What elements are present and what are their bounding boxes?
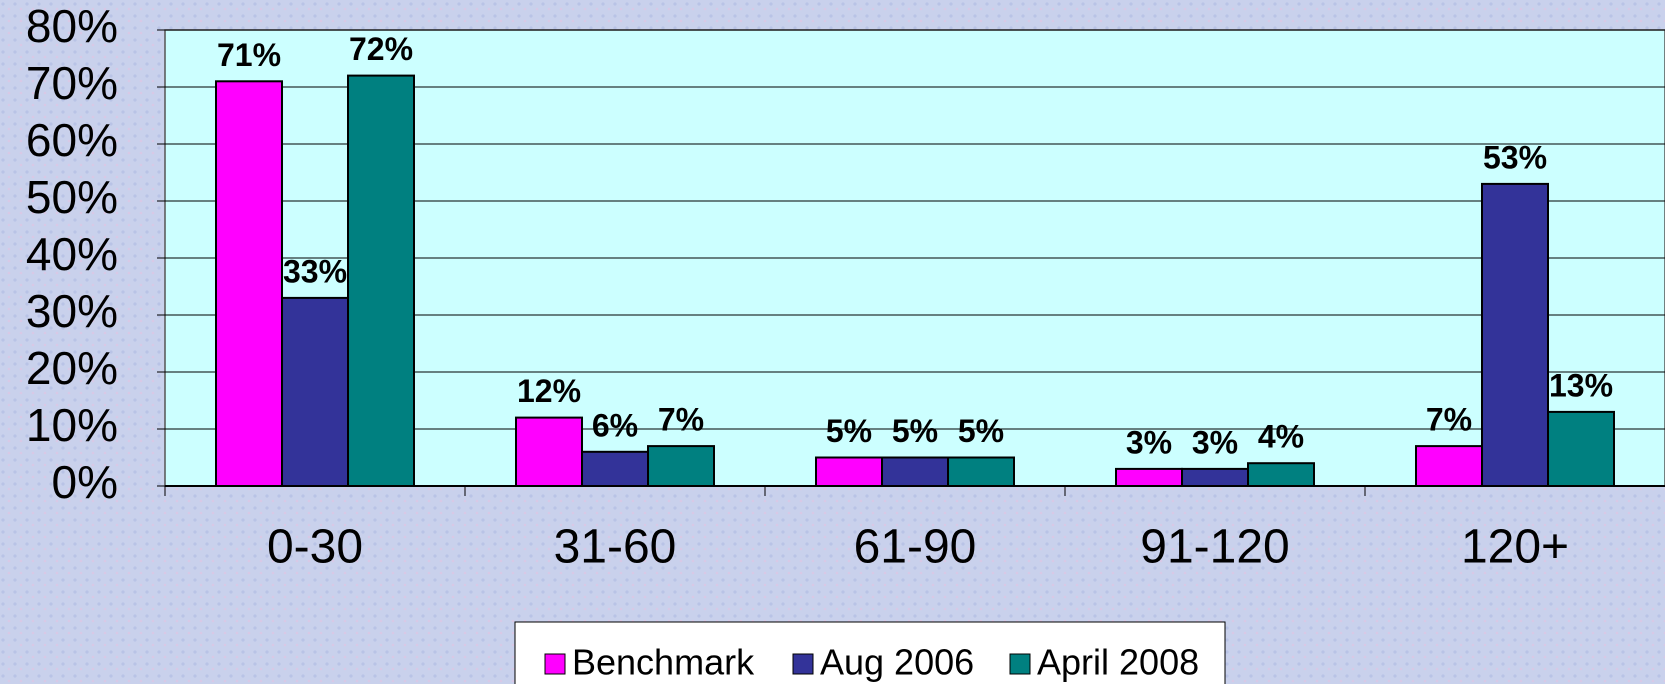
y-tick-label: 80% — [26, 0, 118, 52]
bar — [347, 74, 415, 487]
legend-label: Benchmark — [572, 642, 755, 683]
value-label: 3% — [1192, 424, 1238, 460]
bar — [281, 296, 349, 487]
value-label: 71% — [217, 37, 281, 73]
y-tick-label: 70% — [26, 57, 118, 109]
value-label: 3% — [1126, 424, 1172, 460]
bar — [881, 456, 949, 487]
value-label: 53% — [1483, 139, 1547, 175]
value-label: 72% — [349, 31, 413, 67]
bar — [1115, 467, 1183, 487]
y-tick-label: 10% — [26, 399, 118, 451]
legend-swatch — [544, 653, 566, 675]
x-tick-label: 91-120 — [1140, 521, 1289, 574]
bar — [1481, 182, 1549, 487]
legend-box — [514, 621, 1226, 684]
legend-label: April 2008 — [1037, 642, 1199, 683]
value-label: 5% — [958, 413, 1004, 449]
y-tick-label: 50% — [26, 171, 118, 223]
value-label: 4% — [1258, 419, 1304, 455]
bar — [581, 450, 649, 487]
y-tick-label: 40% — [26, 228, 118, 280]
legend-swatch — [1009, 653, 1031, 675]
bar — [947, 456, 1015, 487]
y-tick-label: 60% — [26, 114, 118, 166]
value-label: 6% — [592, 407, 638, 443]
bar — [1247, 462, 1315, 488]
value-label: 33% — [283, 253, 347, 289]
bar — [515, 416, 583, 488]
value-label: 13% — [1549, 367, 1613, 403]
value-label: 7% — [658, 402, 704, 438]
x-tick-label: 0-30 — [267, 521, 363, 574]
legend-label: Aug 2006 — [820, 642, 974, 683]
value-label: 12% — [517, 373, 581, 409]
legend-swatch — [792, 653, 814, 675]
bar — [647, 445, 715, 488]
y-tick-label: 20% — [26, 342, 118, 394]
value-label: 5% — [826, 413, 872, 449]
bar — [1547, 410, 1615, 487]
y-tick-label: 0% — [52, 456, 118, 508]
x-tick-label: 120+ — [1461, 521, 1569, 574]
bar — [815, 456, 883, 487]
bar — [1415, 445, 1483, 488]
x-tick-label: 31-60 — [554, 521, 677, 574]
x-tick-label: 61-90 — [854, 521, 977, 574]
y-tick-label: 30% — [26, 285, 118, 337]
value-label: 7% — [1426, 402, 1472, 438]
bar — [215, 80, 283, 488]
value-label: 5% — [892, 413, 938, 449]
bar — [1181, 467, 1249, 487]
